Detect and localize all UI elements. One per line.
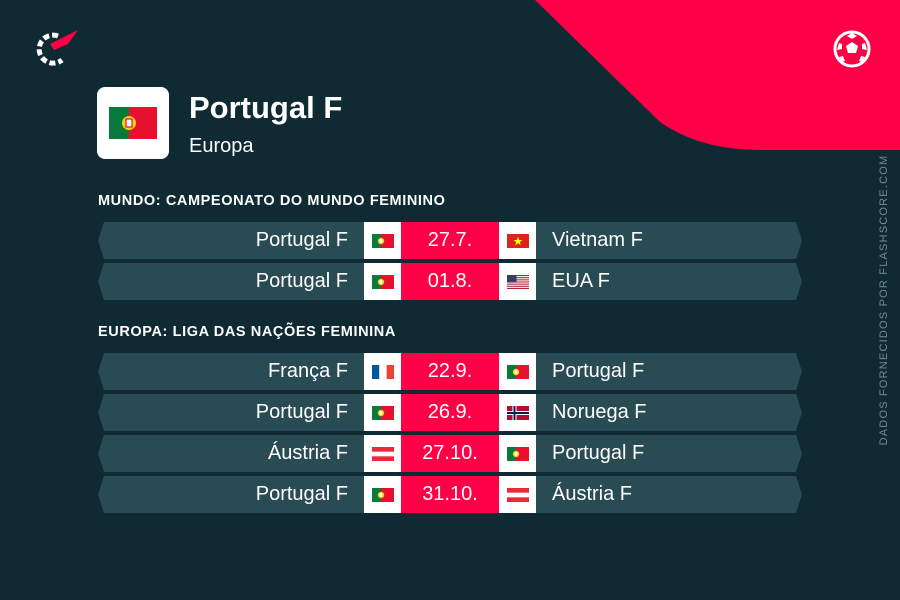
norway-flag-icon <box>506 405 529 420</box>
away-team: Áustria F <box>536 476 802 513</box>
match-date: 27.7. <box>401 222 499 259</box>
home-flag <box>364 222 401 259</box>
away-team: Noruega F <box>536 394 802 431</box>
portugal-flag-icon <box>109 107 157 139</box>
home-flag <box>364 263 401 300</box>
soccer-ball-icon <box>833 30 871 68</box>
match-row[interactable]: Portugal F 27.7. Vietnam F <box>98 222 802 259</box>
austria-flag-icon <box>506 487 529 502</box>
home-team: Portugal F <box>98 394 364 431</box>
away-team: EUA F <box>536 263 802 300</box>
match-row[interactable]: Portugal F 31.10. Áustria F <box>98 476 802 513</box>
team-name: Portugal F <box>189 90 343 125</box>
match-date: 22.9. <box>401 353 499 390</box>
france-flag-icon <box>371 364 394 379</box>
away-flag <box>499 222 536 259</box>
away-flag <box>499 263 536 300</box>
portugal-flag-icon <box>371 233 394 248</box>
home-team: Portugal F <box>98 263 364 300</box>
match-date: 31.10. <box>401 476 499 513</box>
flashscore-logo-icon <box>36 30 78 66</box>
team-region: Europa <box>189 135 254 157</box>
portugal-flag-icon <box>371 274 394 289</box>
away-team: Portugal F <box>536 353 802 390</box>
home-flag <box>364 435 401 472</box>
away-flag <box>499 394 536 431</box>
section-title: MUNDO: CAMPEONATO DO MUNDO FEMININO <box>98 193 446 209</box>
portugal-flag-icon <box>506 364 529 379</box>
team-flag <box>97 87 169 159</box>
home-team: França F <box>98 353 364 390</box>
away-team: Portugal F <box>536 435 802 472</box>
match-row[interactable]: Portugal F 26.9. Noruega F <box>98 394 802 431</box>
portugal-flag-icon <box>371 405 394 420</box>
match-date: 26.9. <box>401 394 499 431</box>
match-row[interactable]: Áustria F 27.10. Portugal F <box>98 435 802 472</box>
home-team: Áustria F <box>98 435 364 472</box>
away-flag <box>499 353 536 390</box>
data-credit: DADOS FORNECIDOS POR FLASHSCORE.COM <box>878 154 890 446</box>
vietnam-flag-icon <box>506 233 529 248</box>
home-flag <box>364 353 401 390</box>
match-date: 27.10. <box>401 435 499 472</box>
section-title: EUROPA: LIGA DAS NAÇÕES FEMININA <box>98 324 396 340</box>
away-team: Vietnam F <box>536 222 802 259</box>
portugal-flag-icon <box>371 487 394 502</box>
home-team: Portugal F <box>98 476 364 513</box>
away-flag <box>499 435 536 472</box>
home-team: Portugal F <box>98 222 364 259</box>
match-row[interactable]: Portugal F 01.8. EUA F <box>98 263 802 300</box>
austria-flag-icon <box>371 446 394 461</box>
home-flag <box>364 394 401 431</box>
usa-flag-icon <box>506 274 529 289</box>
portugal-flag-icon <box>506 446 529 461</box>
home-flag <box>364 476 401 513</box>
match-date: 01.8. <box>401 263 499 300</box>
match-row[interactable]: França F 22.9. Portugal F <box>98 353 802 390</box>
away-flag <box>499 476 536 513</box>
